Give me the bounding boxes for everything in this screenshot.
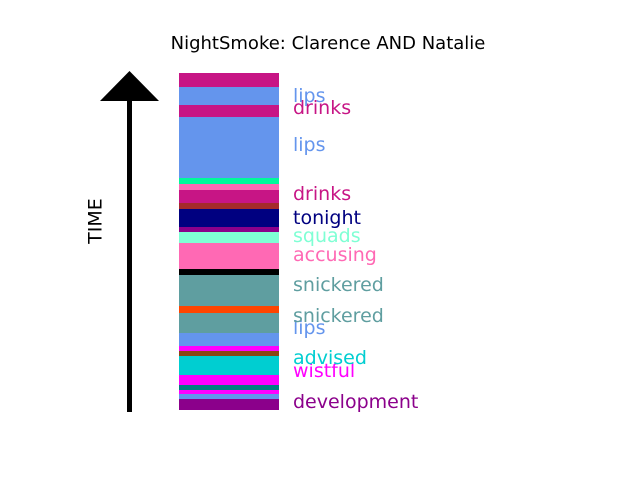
timeline-segment bbox=[179, 232, 279, 243]
timeline-label: lips bbox=[293, 317, 326, 339]
timeline-segment bbox=[179, 190, 279, 203]
timeline-segment bbox=[179, 370, 279, 375]
timeline-label: development bbox=[293, 391, 418, 413]
timeline-segment bbox=[179, 328, 279, 333]
timeline-label: accusing bbox=[293, 244, 377, 266]
timeline-segment bbox=[179, 184, 279, 190]
timeline-segment bbox=[179, 286, 279, 298]
timeline-segment bbox=[179, 385, 279, 390]
timeline-segment bbox=[179, 313, 279, 328]
timeline-segment bbox=[179, 117, 279, 147]
timeline-label: advised bbox=[293, 347, 367, 369]
timeline-segment bbox=[179, 264, 279, 269]
timeline-label: lips bbox=[293, 85, 326, 107]
timeline-segment bbox=[179, 333, 279, 346]
timeline-label: snickered bbox=[293, 305, 384, 327]
time-arrow-head bbox=[100, 71, 159, 101]
timeline-label: tonight bbox=[293, 207, 361, 229]
timeline-segment bbox=[179, 73, 279, 87]
timeline-segment bbox=[179, 105, 279, 117]
timeline-segment bbox=[179, 178, 279, 184]
timeline-label: snickered bbox=[293, 274, 384, 296]
timeline-segment bbox=[179, 147, 279, 178]
timeline-labels: developmentwistfuladvisedlipssnickeredsn… bbox=[293, 85, 418, 413]
timeline-segment bbox=[179, 298, 279, 306]
timeline-label: wistful bbox=[293, 360, 355, 382]
timeline-segment bbox=[179, 209, 279, 227]
timeline-segment bbox=[179, 346, 279, 351]
timeline-segment bbox=[179, 356, 279, 370]
timeline-segment bbox=[179, 375, 279, 380]
chart-title: NightSmoke: Clarence AND Natalie bbox=[171, 33, 486, 54]
timeline-label: drinks bbox=[293, 183, 351, 205]
timeline-segment bbox=[179, 269, 279, 275]
time-axis-arrow bbox=[100, 71, 159, 412]
timeline-segment bbox=[179, 380, 279, 385]
timeline-segment bbox=[179, 243, 279, 264]
timeline-label: squads bbox=[293, 225, 361, 247]
timeline-segment bbox=[179, 227, 279, 232]
timeline-label: lips bbox=[293, 134, 326, 156]
timeline-segment bbox=[179, 399, 279, 410]
timeline-segment bbox=[179, 87, 279, 105]
time-arrow-shaft bbox=[127, 99, 132, 412]
time-axis-label: TIME bbox=[85, 198, 107, 245]
timeline-label: drinks bbox=[293, 97, 351, 119]
timeline-segment bbox=[179, 275, 279, 286]
timeline-segment bbox=[179, 306, 279, 313]
timeline-segment bbox=[179, 394, 279, 399]
timeline-segments bbox=[179, 73, 279, 410]
timeline-segment bbox=[179, 390, 279, 394]
timeline-segment bbox=[179, 351, 279, 356]
timeline-segment bbox=[179, 203, 279, 209]
